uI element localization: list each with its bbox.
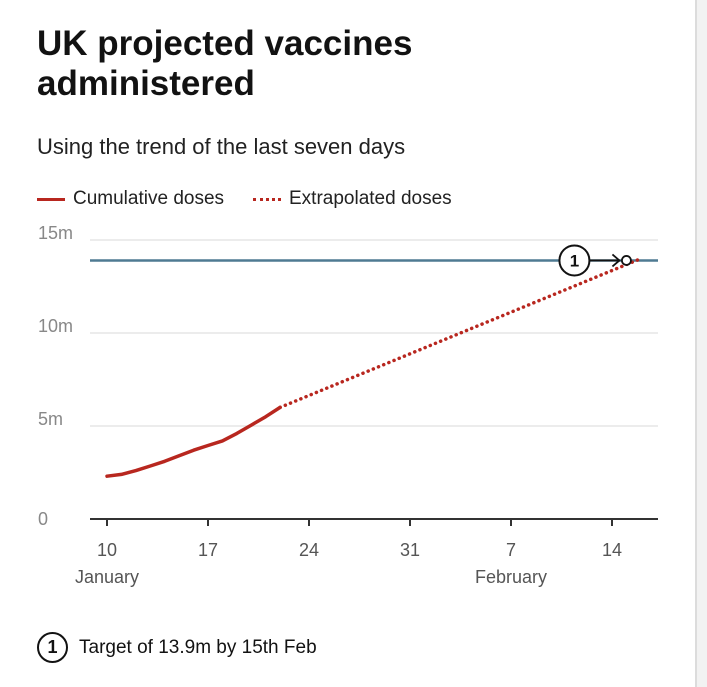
chart-title: UK projected vaccines administered [37, 24, 413, 103]
footnote: 1 Target of 13.9m by 15th Feb [37, 632, 317, 663]
legend-item-cumulative: Cumulative doses [37, 188, 224, 210]
legend-label-extrapolated: Extrapolated doses [289, 188, 452, 209]
chart-subtitle: Using the trend of the last seven days [37, 134, 406, 159]
annotation-arrowhead [611, 253, 621, 268]
x-tick-label: 7 [506, 540, 516, 560]
chart-plot: 0 5m 10m 15m 10 January 17 24 31 7 February 14 1 [38, 223, 658, 587]
x-tick-label: 24 [299, 540, 319, 560]
legend-item-extrapolated: Extrapolated doses [253, 188, 452, 210]
x-tick-label: 17 [198, 540, 218, 560]
series-cumulative-line [105, 405, 282, 478]
x-tick-label: 31 [400, 540, 420, 560]
x-month-label: January [75, 567, 139, 587]
x-tick-label: 10 [97, 540, 117, 560]
x-month-label: February [475, 567, 547, 587]
footnote-text: Target of 13.9m by 15th Feb [79, 636, 317, 658]
panel-edge [695, 0, 697, 687]
annotation-badge-number: 1 [570, 251, 579, 270]
y-tick-label: 10m [38, 316, 73, 336]
legend-label-cumulative: Cumulative doses [73, 188, 225, 209]
annotation-target-point [621, 255, 632, 266]
legend-swatch-solid [37, 197, 65, 201]
legend-swatch-dotted [253, 197, 281, 201]
y-tick-label: 5m [38, 409, 63, 429]
y-tick-label: 15m [38, 223, 73, 243]
footnote-badge: 1 [37, 632, 68, 663]
series-extrapolated-line [278, 256, 643, 410]
y-tick-label: 0 [38, 509, 48, 529]
x-tick-label: 14 [602, 540, 622, 560]
